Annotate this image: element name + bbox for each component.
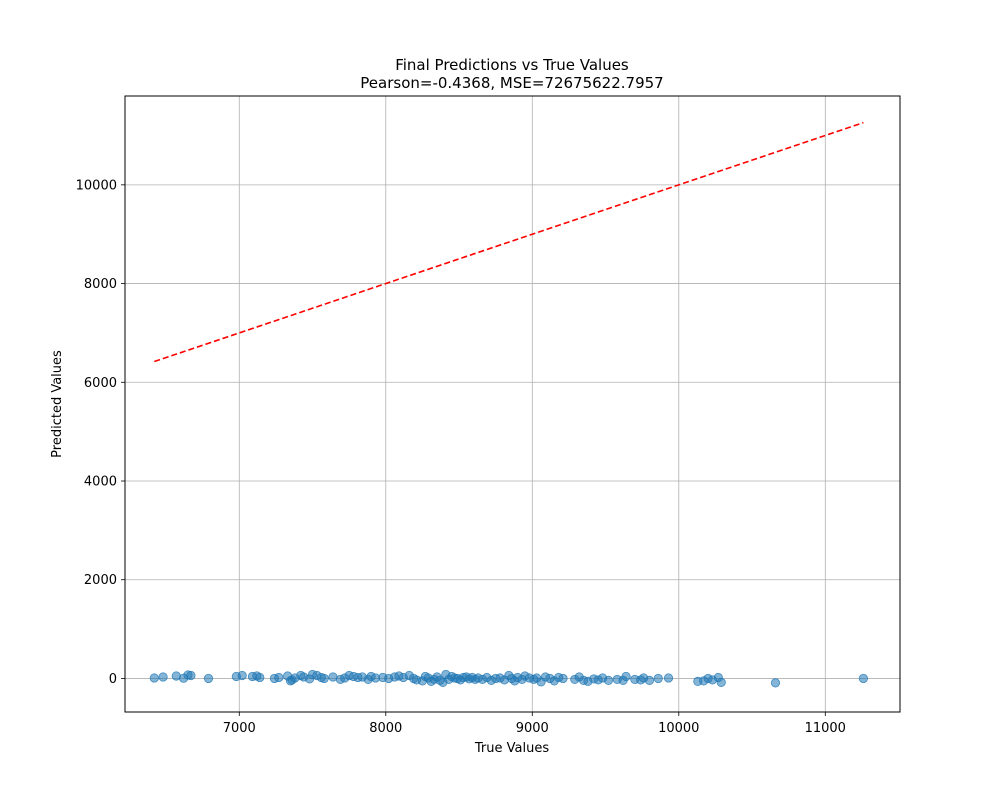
y-tick-label: 6000: [84, 376, 117, 391]
data-point: [558, 673, 568, 684]
y-tick-label: 4000: [84, 475, 117, 490]
data-point: [149, 673, 159, 683]
data-point: [858, 673, 868, 684]
chart-subtitle: Pearson=-0.4368, MSE=72675622.7957: [360, 74, 663, 92]
y-tick-label: 0: [109, 672, 117, 687]
x-tick-label: 10000: [658, 721, 699, 736]
y-tick-label: 10000: [76, 178, 117, 193]
y-axis-label: Predicted Values: [50, 350, 65, 458]
y-tick-label: 8000: [84, 277, 117, 292]
data-points: [149, 669, 868, 688]
data-point: [621, 671, 631, 682]
data-point: [770, 678, 781, 688]
x-axis-ticks: 7000 8000 9000 10000 11000: [223, 712, 846, 736]
data-point: [203, 673, 214, 684]
y-tick-label: 2000: [84, 573, 117, 588]
grid-lines: [125, 96, 900, 712]
x-axis-label: True Values: [474, 741, 549, 756]
y-axis-ticks: 0 2000 4000 6000 8000 10000: [76, 178, 125, 687]
x-tick-label: 9000: [516, 721, 549, 736]
x-tick-label: 11000: [805, 721, 846, 736]
data-point: [716, 677, 726, 687]
plot-frame: [124, 95, 901, 713]
data-point: [274, 672, 284, 683]
chart-title: Final Predictions vs True Values: [395, 56, 629, 74]
data-point: [653, 673, 663, 684]
data-point: [186, 670, 196, 681]
data-point: [158, 672, 168, 682]
x-tick-label: 7000: [223, 721, 256, 736]
data-point: [319, 673, 329, 684]
reference-line-layer: [154, 121, 864, 363]
data-point: [603, 675, 614, 686]
reference-line: [154, 121, 864, 363]
data-point: [237, 670, 247, 681]
x-tick-label: 8000: [369, 721, 402, 736]
data-point: [255, 672, 265, 683]
data-point: [644, 675, 655, 686]
data-point: [663, 673, 674, 683]
